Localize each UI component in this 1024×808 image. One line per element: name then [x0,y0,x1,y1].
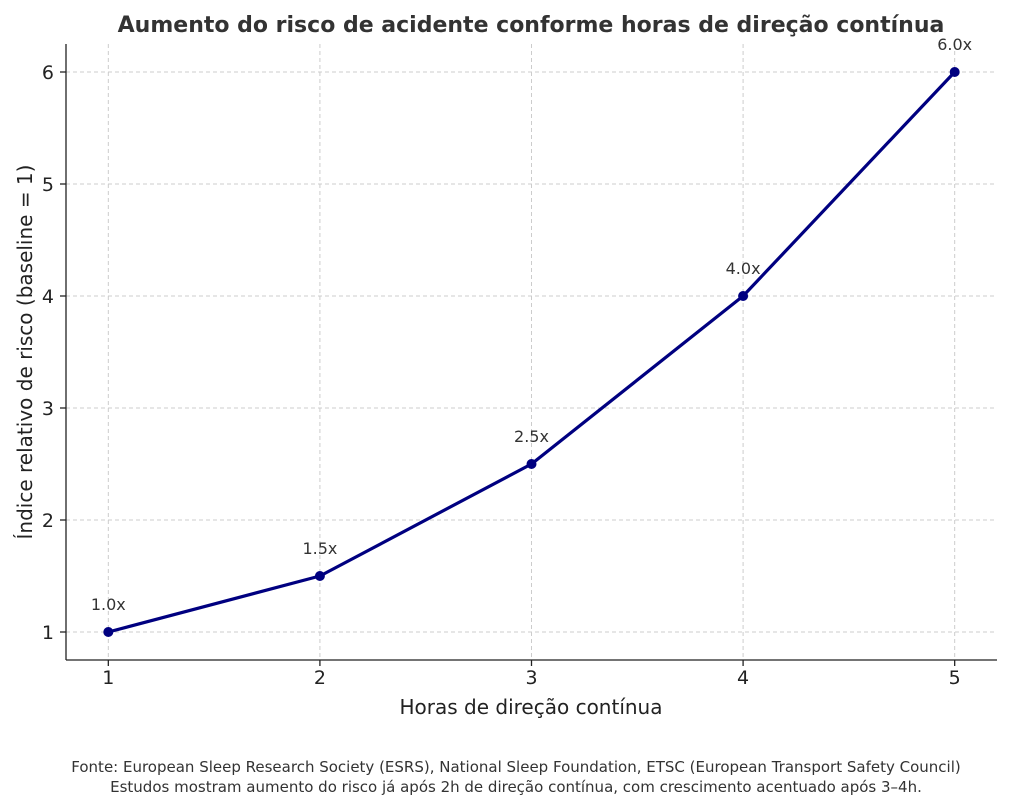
y-tick-label: 2 [42,510,54,532]
data-point [103,627,114,637]
series-group [103,67,960,637]
x-axis-label: Horas de direção contínua [400,695,663,719]
x-tick-label: 3 [525,667,537,689]
x-tick-label: 2 [314,667,326,689]
data-label: 4.0x [726,259,761,278]
y-axis-label: Índice relativo de risco (baseline = 1) [13,165,37,540]
y-tick-label: 5 [42,174,54,196]
data-label: 2.5x [514,427,549,446]
chart-title: Aumento do risco de acidente conforme ho… [118,13,945,38]
data-label: 1.5x [302,539,337,558]
y-tick-label: 6 [42,62,54,84]
x-tick-label: 4 [737,667,749,689]
y-tick-label: 4 [42,286,54,308]
y-tick-label: 1 [42,622,54,644]
data-point [314,571,325,581]
data-labels: 1.0x 1.5x 2.5x 4.0x 6.0x [91,35,972,614]
y-tick-label: 3 [42,398,54,420]
data-label: 6.0x [937,35,972,54]
data-point [738,291,749,301]
grid [66,44,997,660]
summary-footnote: Estudos mostram aumento do risco já após… [110,778,922,796]
axis-ticks: 1 2 3 4 5 1 2 3 4 5 6 [42,62,961,689]
x-tick-label: 1 [102,667,114,689]
source-footnote: Fonte: European Sleep Research Society (… [71,758,960,776]
x-tick-label: 5 [949,667,961,689]
data-point [526,459,537,469]
data-point [949,67,960,77]
data-label: 1.0x [91,595,126,614]
